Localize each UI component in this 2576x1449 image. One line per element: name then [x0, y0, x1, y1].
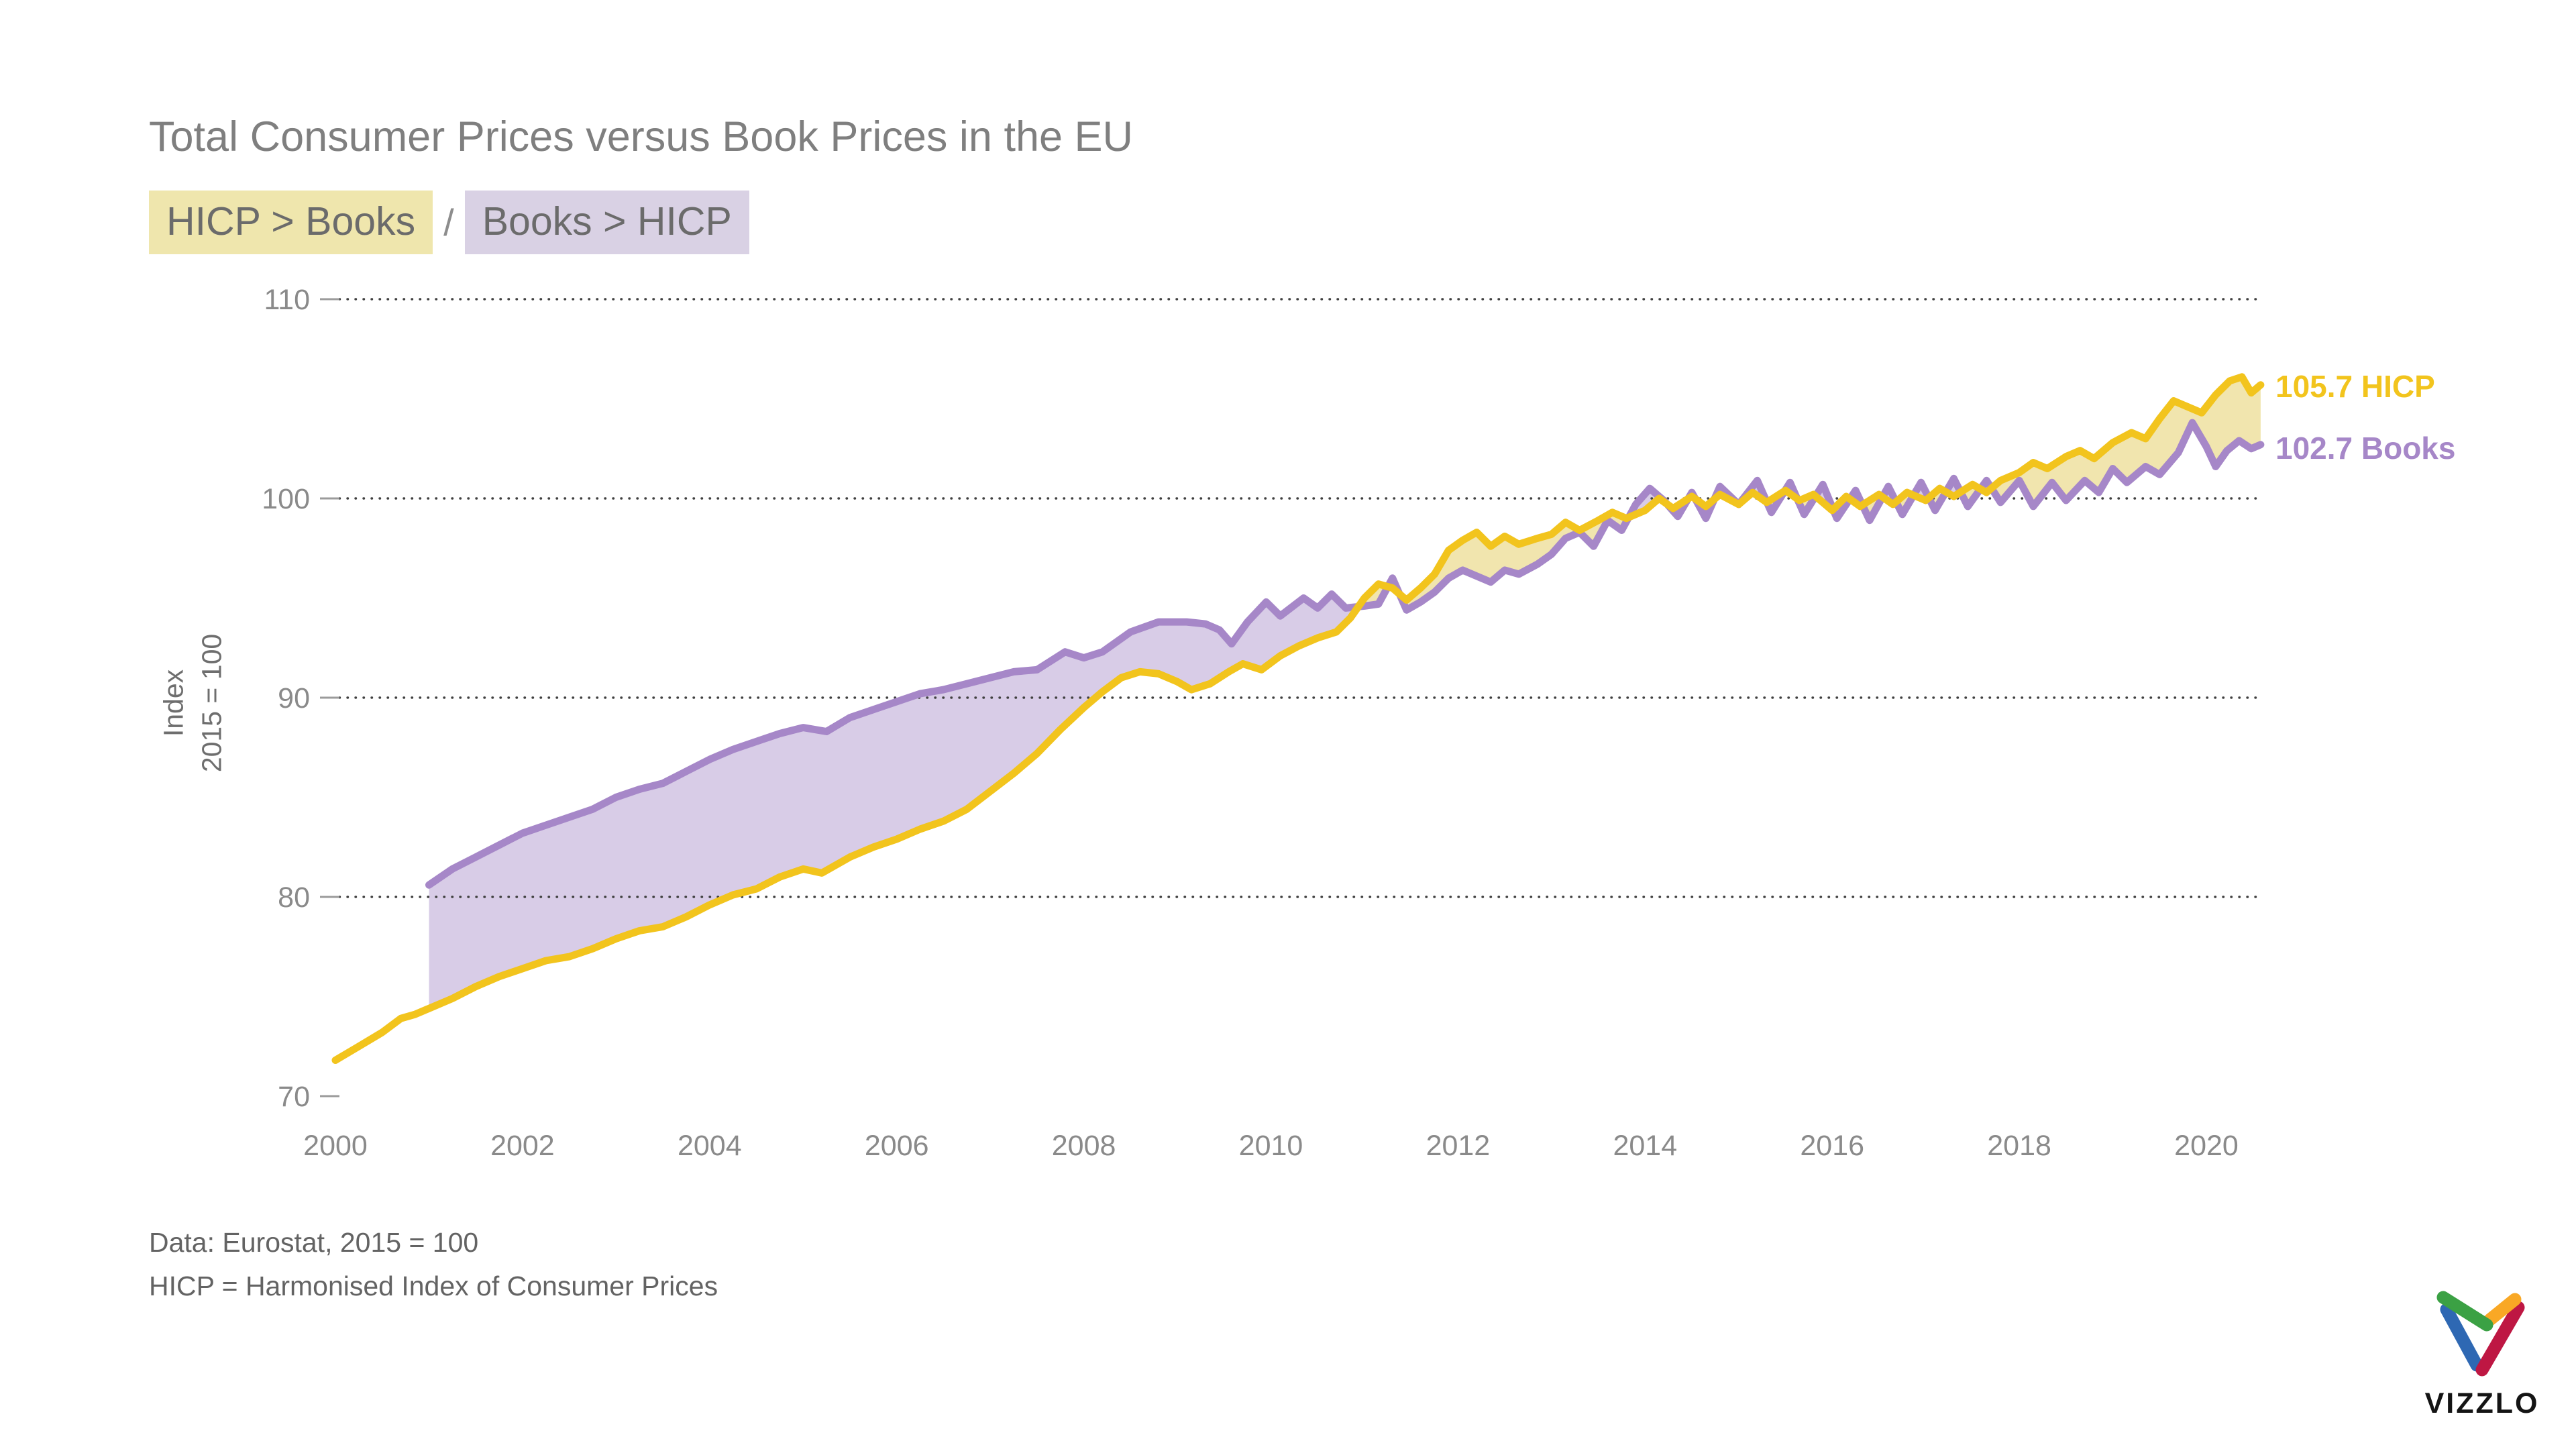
x-tick-label-2018: 2018	[1987, 1130, 2051, 1162]
y-tick-label-90: 90	[278, 682, 310, 714]
books-line	[425, 419, 2265, 889]
x-tick-label-2014: 2014	[1613, 1130, 1677, 1162]
series-end-label-books: 102.7 Books	[2275, 431, 2456, 466]
x-tick-label-2008: 2008	[1052, 1130, 1116, 1162]
legend-separator: /	[443, 201, 454, 244]
vizzlo-mark-icon	[2436, 1291, 2525, 1377]
vizzlo-wordmark: VIZZLO	[2424, 1387, 2540, 1419]
legend-pill-hicp-above[interactable]: HICP > Books	[149, 191, 433, 254]
x-tick-label-2006: 2006	[865, 1130, 929, 1162]
vizzlo-logo[interactable]: VIZZLO	[2398, 1283, 2566, 1420]
footer-source-line: Data: Eurostat, 2015 = 100	[149, 1227, 479, 1258]
hicp-line	[331, 373, 2265, 1064]
hicp-above-fill	[429, 376, 2261, 1009]
chart-title: Total Consumer Prices versus Book Prices…	[149, 113, 1134, 160]
y-tick-label-70: 70	[278, 1081, 310, 1113]
legend: HICP > Books / Books > HICP	[149, 191, 749, 254]
y-tick-label-80: 80	[278, 881, 310, 914]
x-tick-label-2020: 2020	[2174, 1130, 2239, 1162]
series-end-label-hicp: 105.7 HICP	[2275, 369, 2435, 404]
x-tick-label-2002: 2002	[490, 1130, 555, 1162]
legend-pill-books-above[interactable]: Books > HICP	[464, 191, 749, 254]
footer-note: Data: Eurostat, 2015 = 100 HICP = Harmon…	[149, 1221, 718, 1308]
x-tick-label-2012: 2012	[1426, 1130, 1491, 1162]
x-tick-label-2000: 2000	[303, 1130, 368, 1162]
x-tick-label-2004: 2004	[678, 1130, 742, 1162]
footer-definition-line: HICP = Harmonised Index of Consumer Pric…	[149, 1270, 718, 1301]
books-above-fill	[429, 424, 2261, 1009]
y-tick-label-110: 110	[264, 284, 310, 316]
x-tick-label-2016: 2016	[1800, 1130, 1864, 1162]
y-tick-label-100: 100	[262, 483, 310, 515]
x-tick-label-2010: 2010	[1239, 1130, 1303, 1162]
